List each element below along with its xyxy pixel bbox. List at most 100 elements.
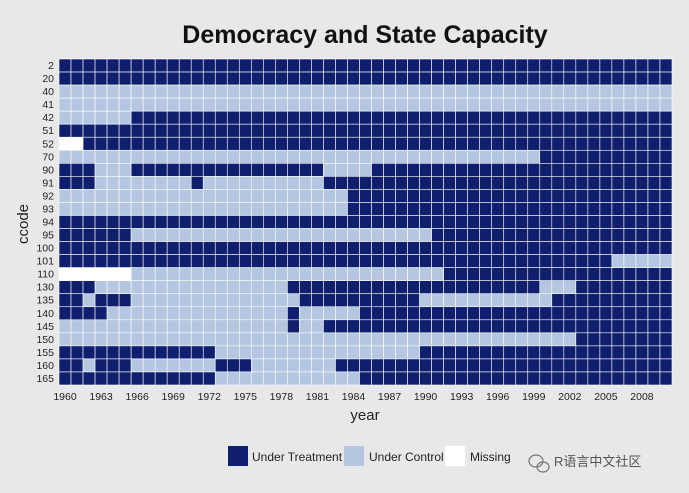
heatmap-cell xyxy=(575,97,589,112)
heatmap-cell xyxy=(226,358,240,373)
heatmap-cell xyxy=(551,241,565,255)
heatmap-cell xyxy=(599,189,613,203)
heatmap-cell xyxy=(214,58,228,73)
heatmap-cell xyxy=(323,280,336,295)
heatmap-cell xyxy=(70,241,84,255)
heatmap-cell xyxy=(527,319,541,334)
heatmap-cell xyxy=(118,267,132,281)
heatmap-cell xyxy=(178,202,192,216)
heatmap-cell xyxy=(455,84,468,99)
heatmap-cell xyxy=(539,176,553,190)
heatmap-cell xyxy=(359,58,372,73)
heatmap-cell xyxy=(190,110,204,125)
heatmap-cell xyxy=(118,176,132,190)
heatmap-cell xyxy=(647,58,661,73)
heatmap-cell xyxy=(275,215,288,229)
heatmap-cell xyxy=(166,189,180,203)
heatmap-cell xyxy=(142,332,156,347)
heatmap-cell xyxy=(58,149,72,164)
heatmap-cell xyxy=(611,345,625,360)
heatmap-cell xyxy=(527,163,541,177)
heatmap-cell xyxy=(527,267,541,281)
heatmap-cell xyxy=(142,228,156,242)
heatmap-cell xyxy=(563,136,577,151)
heatmap-cell xyxy=(563,358,577,373)
heatmap-cell xyxy=(515,97,529,112)
heatmap-cell xyxy=(359,306,372,321)
heatmap-cell xyxy=(539,293,553,308)
heatmap-cell xyxy=(226,228,240,242)
x-tick-label: 1969 xyxy=(162,391,186,403)
heatmap-cell xyxy=(190,254,204,268)
heatmap-cell xyxy=(166,319,180,334)
heatmap-cell xyxy=(503,319,517,334)
heatmap-cell xyxy=(311,97,324,112)
heatmap-cell xyxy=(299,215,312,229)
heatmap-cell xyxy=(407,202,420,216)
legend-label-missing: Missing xyxy=(470,450,511,464)
y-tick-label: 92 xyxy=(42,190,54,202)
heatmap-cell xyxy=(599,280,613,295)
heatmap-cell xyxy=(347,176,360,190)
heatmap-cell xyxy=(335,241,348,255)
heatmap-cell xyxy=(335,149,348,164)
heatmap-cell xyxy=(659,306,673,321)
heatmap-cell xyxy=(347,123,360,138)
heatmap-cell xyxy=(311,149,324,164)
heatmap-cell xyxy=(106,215,120,229)
heatmap-cell xyxy=(238,319,252,334)
heatmap-cell xyxy=(287,371,300,386)
heatmap-cell xyxy=(70,319,84,334)
heatmap-cell xyxy=(599,306,613,321)
heatmap-cell xyxy=(202,189,216,203)
heatmap-cell xyxy=(419,58,432,73)
heatmap-cell xyxy=(611,293,625,308)
heatmap-cell xyxy=(142,149,156,164)
heatmap-cell xyxy=(275,163,288,177)
heatmap-cell xyxy=(82,241,96,255)
heatmap-cell xyxy=(166,202,180,216)
heatmap-cell xyxy=(371,123,384,138)
heatmap-cell xyxy=(275,228,288,242)
heatmap-cell xyxy=(467,345,480,360)
heatmap-cell xyxy=(58,371,72,386)
heatmap-cell xyxy=(154,241,168,255)
heatmap-cell xyxy=(599,97,613,112)
heatmap-cell xyxy=(527,332,541,347)
heatmap-cell xyxy=(106,228,120,242)
heatmap-cell xyxy=(214,136,228,151)
heatmap-cell xyxy=(323,228,336,242)
heatmap-cell xyxy=(347,358,360,373)
heatmap-cell xyxy=(515,345,529,360)
heatmap-cell xyxy=(226,280,240,295)
heatmap-cell xyxy=(311,123,324,138)
heatmap-cell xyxy=(647,110,661,125)
heatmap-cell xyxy=(238,280,252,295)
heatmap-cell xyxy=(623,149,637,164)
heatmap-cell xyxy=(419,280,432,295)
heatmap-cell xyxy=(371,293,384,308)
heatmap-cell xyxy=(563,241,577,255)
heatmap-cell xyxy=(94,110,108,125)
heatmap-cell xyxy=(70,58,84,73)
heatmap-cell xyxy=(371,163,384,177)
heatmap-cell xyxy=(214,293,228,308)
heatmap-cell xyxy=(214,123,228,138)
heatmap-cell xyxy=(166,241,180,255)
heatmap-cell xyxy=(551,280,565,295)
heatmap-cell xyxy=(178,163,192,177)
y-tick-label: 51 xyxy=(42,125,54,137)
heatmap-cell xyxy=(599,163,613,177)
heatmap-cell xyxy=(214,332,228,347)
heatmap-cell xyxy=(491,202,505,216)
heatmap-cell xyxy=(551,306,565,321)
heatmap-cell xyxy=(275,371,288,386)
heatmap-cell xyxy=(587,215,601,229)
heatmap-cell xyxy=(82,123,96,138)
heatmap-cell xyxy=(238,254,252,268)
heatmap-cell xyxy=(599,371,613,386)
heatmap-cell xyxy=(467,332,480,347)
heatmap-cell xyxy=(202,202,216,216)
heatmap-cell xyxy=(359,123,372,138)
heatmap-cell xyxy=(226,189,240,203)
